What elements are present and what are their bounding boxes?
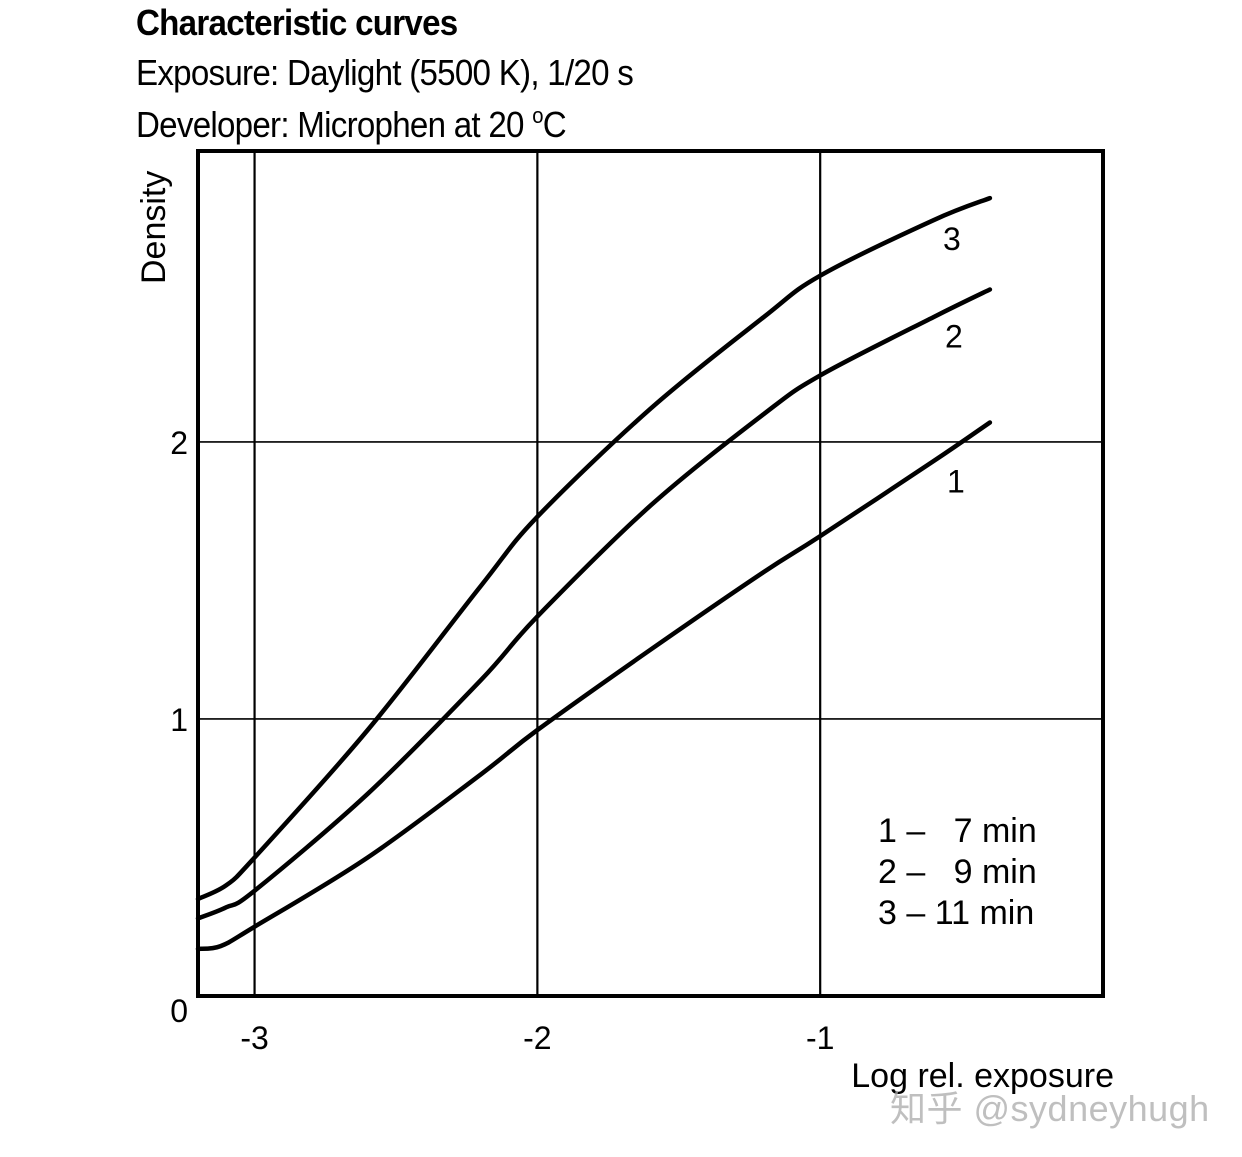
y-tick-label-0: 0 (170, 993, 188, 1029)
legend-entry-2: 2 – 9 min (878, 853, 1037, 891)
legend-entry-3: 3 – 11 min (878, 894, 1034, 932)
chart-subtitle-exposure: Exposure: Daylight (5500 K), 1/20 s (136, 52, 634, 93)
series-curve-1 (195, 420, 993, 952)
series-curve-2 (195, 287, 993, 921)
developer-text: Developer: Microphen at 20 (136, 104, 533, 145)
series-curve-3 (195, 195, 993, 902)
y-tick-label-1: 1 (170, 702, 188, 738)
x-axis-label: Log rel. exposure (851, 1057, 1114, 1095)
tick-labels: -3 -2 -1 0 1 2 (170, 425, 834, 1056)
series-label-1: 1 (947, 464, 965, 500)
chart-subtitle-developer: Developer: Microphen at 20 oC (136, 103, 567, 146)
legend-entry-1: 1 – 7 min (878, 812, 1037, 850)
x-tick-label-2: -1 (806, 1020, 834, 1056)
x-tick-label-1: -2 (523, 1020, 551, 1056)
legend: 1 – 7 min 2 – 9 min 3 – 11 min (878, 812, 1037, 932)
series-curves (195, 195, 993, 952)
series-label-2: 2 (945, 319, 963, 355)
celsius-unit: C (542, 104, 567, 145)
chart-title: Characteristic curves (136, 2, 458, 43)
series-labels: 1 2 3 (943, 221, 965, 499)
watermark-text: 知乎 @sydneyhugh (890, 1088, 1210, 1129)
y-axis-label: Density (135, 171, 173, 284)
series-label-3: 3 (943, 221, 961, 257)
x-tick-label-0: -3 (240, 1020, 268, 1056)
y-tick-label-2: 2 (170, 425, 188, 461)
plot-frame (196, 149, 1105, 998)
degree-superscript: o (532, 103, 543, 128)
